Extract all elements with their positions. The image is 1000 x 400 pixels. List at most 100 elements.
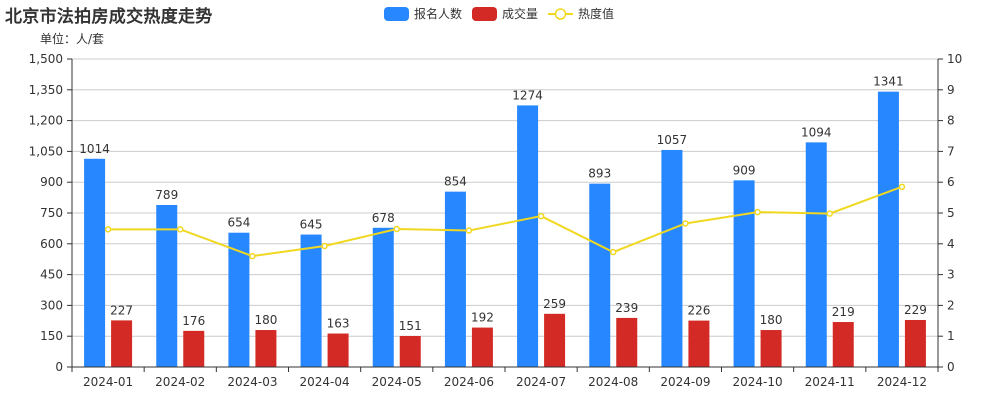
legend-label: 报名人数 (414, 7, 463, 21)
y-axis-label: 1,050 (29, 144, 63, 158)
registrants-bar[interactable] (84, 158, 106, 367)
grid-lines (72, 58, 938, 337)
bar-value-label: 180 (254, 313, 277, 327)
deals-swatch-icon (472, 6, 498, 21)
deals-bar[interactable] (544, 313, 566, 367)
x-axis-label: 2024-08 (588, 375, 638, 389)
deals-bar[interactable] (111, 320, 133, 367)
y-axis-label: 1,200 (29, 114, 63, 128)
y2-axis-label: 10 (947, 52, 962, 66)
heat-point[interactable] (104, 226, 112, 233)
bar-value-label: 645 (300, 218, 323, 232)
deals-bar[interactable] (471, 327, 493, 367)
heat-point[interactable] (249, 252, 256, 260)
heat-point[interactable] (465, 227, 473, 234)
y2-axis-label: 7 (947, 144, 955, 158)
registrants-bar[interactable] (228, 232, 250, 367)
registrants-bar[interactable] (661, 149, 683, 367)
y-axis-label: 300 (40, 298, 63, 312)
registrants-bar[interactable] (733, 180, 755, 367)
legend-item-heat[interactable]: 热度值 (548, 5, 614, 22)
heat-point[interactable] (754, 208, 761, 216)
heat-point[interactable] (610, 248, 617, 256)
deals-bar[interactable] (832, 322, 854, 367)
bar-value-label: 1274 (512, 88, 543, 102)
bar-value-label: 229 (904, 303, 927, 317)
bar-value-label: 180 (760, 313, 783, 327)
bar-value-label: 176 (182, 314, 205, 328)
y-axis-label: 600 (40, 237, 63, 251)
y2-axis-label: 8 (947, 114, 955, 128)
y2-axis-label: 9 (947, 83, 955, 97)
bar-value-label: 163 (327, 317, 350, 331)
deals-bar[interactable] (399, 335, 421, 367)
axes: 0 150 300 450 600 750 900 1,050 1,200 1,350 1,500 0… (29, 52, 963, 389)
y2-axis-label: 2 (947, 298, 955, 312)
deals-bar[interactable] (183, 330, 205, 367)
heat-line-series (104, 183, 906, 260)
registrants-swatch-icon (384, 6, 409, 21)
legend-item-deals[interactable]: 成交量 (472, 5, 538, 22)
bar-value-label: 227 (110, 303, 133, 317)
deals-bar[interactable] (255, 330, 277, 367)
bar-value-label: 678 (372, 211, 395, 225)
y2-axis-label: 3 (947, 268, 955, 282)
deals-bar[interactable] (327, 333, 349, 367)
x-axis-label: 2024-03 (227, 375, 277, 389)
x-axis-label: 2024-02 (155, 375, 205, 389)
x-axis-label: 2024-06 (444, 375, 494, 389)
heat-point[interactable] (898, 183, 906, 191)
bar-value-label: 909 (733, 163, 756, 177)
bar-value-label: 654 (227, 216, 250, 230)
heat-point[interactable] (682, 220, 689, 227)
deals-bar[interactable] (688, 320, 710, 367)
unit-label: 单位：人/套 (40, 32, 105, 46)
y-axis-label: 1,350 (29, 83, 63, 97)
x-axis-label: 2024-10 (733, 375, 783, 389)
deals-bar[interactable] (760, 330, 782, 367)
registrants-bar[interactable] (805, 142, 827, 367)
heat-line (108, 185, 903, 258)
bar-value-label: 239 (615, 301, 638, 315)
y-axis-label: 150 (40, 329, 63, 343)
heat-point[interactable] (826, 210, 833, 217)
legend-label: 成交量 (502, 7, 539, 21)
x-axis-label: 2024-11 (805, 375, 855, 389)
registrants-bar[interactable] (372, 227, 394, 367)
registrants-bar[interactable] (589, 183, 611, 367)
heat-point[interactable] (177, 226, 184, 233)
heat-point[interactable] (321, 242, 328, 250)
registrants-bar[interactable] (877, 91, 899, 367)
heat-line-swatch-icon (548, 7, 574, 20)
y-axis-label: 1,500 (29, 52, 63, 66)
y-axis-label: 750 (40, 206, 63, 220)
bar-value-label: 259 (543, 297, 566, 311)
heat-point[interactable] (393, 225, 400, 233)
deals-bar[interactable] (904, 319, 926, 367)
x-axis-label: 2024-05 (372, 375, 422, 389)
registrants-bar[interactable] (444, 191, 466, 367)
bar-value-label: 1094 (801, 125, 832, 139)
registrants-bar[interactable] (300, 234, 322, 367)
bar-value-label: 1014 (79, 142, 110, 156)
x-axis-label: 2024-04 (300, 375, 350, 389)
heat-point[interactable] (537, 212, 545, 220)
registrants-bar[interactable] (517, 105, 539, 367)
legend-item-registrants[interactable]: 报名人数 (384, 5, 462, 22)
y-axis-label: 900 (40, 175, 63, 189)
bar-value-label: 789 (155, 188, 178, 202)
x-axis-label: 2024-09 (660, 375, 710, 389)
bar-value-label: 151 (399, 319, 422, 333)
bar-value-label: 893 (588, 167, 611, 181)
registrants-bar[interactable] (156, 204, 178, 367)
y2-axis-label: 6 (947, 175, 955, 189)
legend-label: 热度值 (578, 7, 615, 21)
y-axis-label: 450 (40, 268, 63, 282)
bar-value-label: 226 (687, 304, 710, 318)
y2-axis-label: 1 (947, 329, 955, 343)
bar-value-label: 192 (471, 311, 494, 325)
deals-bar[interactable] (616, 317, 638, 367)
y-axis-label: 0 (55, 360, 63, 374)
y2-axis-label: 0 (947, 360, 955, 374)
